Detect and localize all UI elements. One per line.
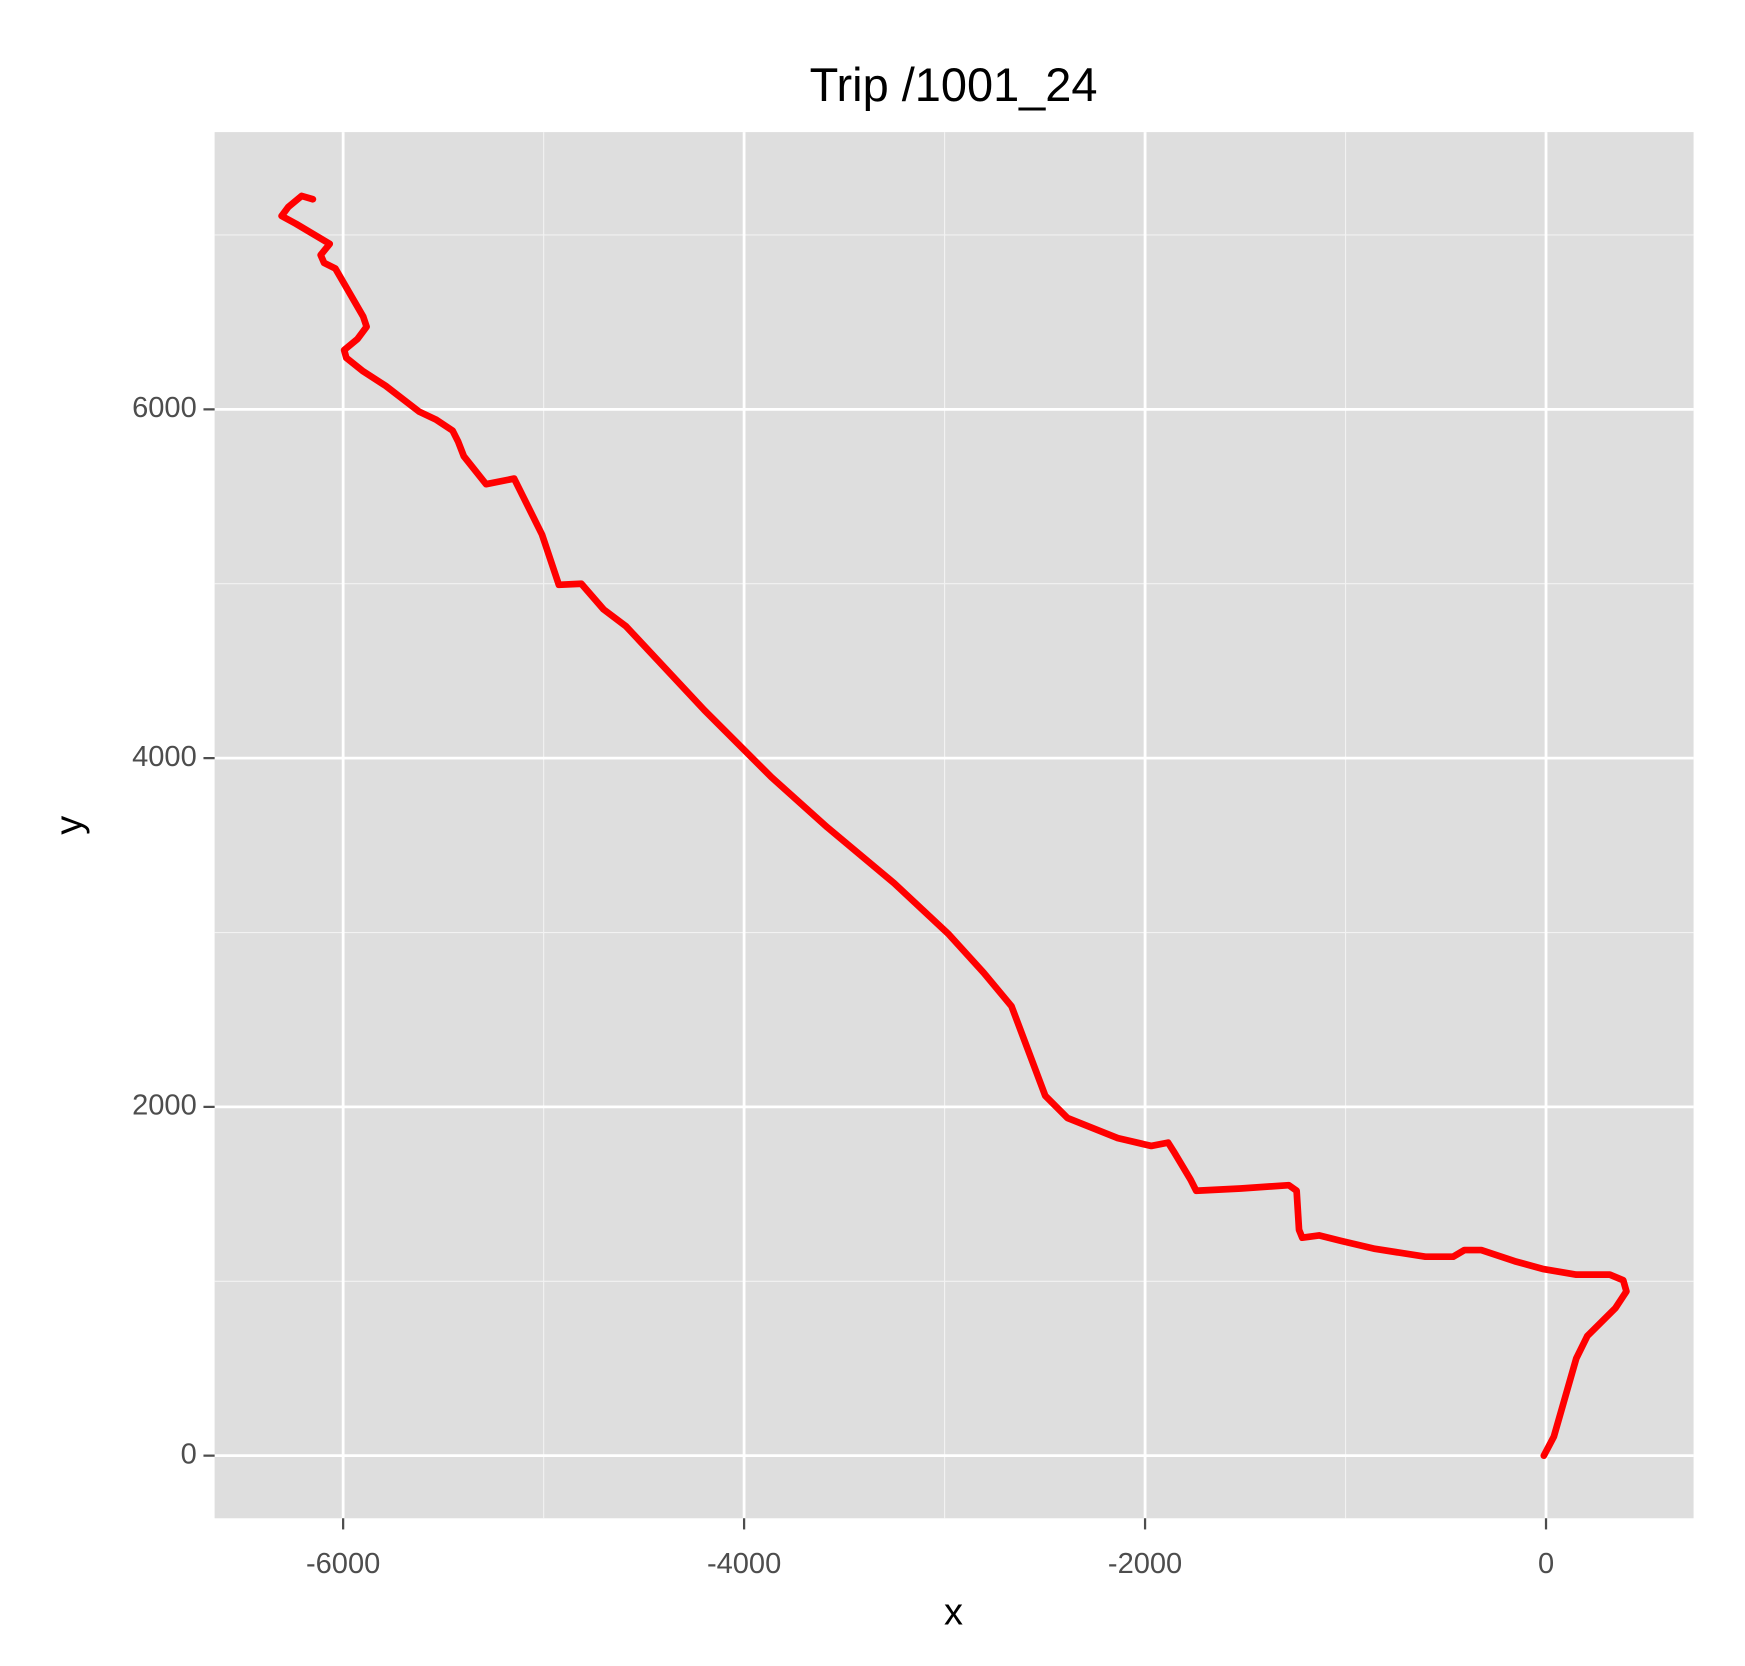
grid xyxy=(214,132,1694,1519)
x-tick-label: -2000 xyxy=(1108,1548,1182,1580)
x-tick-label: -6000 xyxy=(306,1548,380,1580)
chart-title: Trip /1001_24 xyxy=(810,58,1098,111)
x-tick-label: -4000 xyxy=(707,1548,781,1580)
x-axis-label: x xyxy=(944,1591,963,1633)
y-tick-label: 6000 xyxy=(132,392,197,424)
y-tick-label: 4000 xyxy=(132,741,197,773)
panel xyxy=(214,132,1694,1519)
x-tick-label: 0 xyxy=(1538,1548,1554,1580)
y-axis-label: y xyxy=(49,816,91,835)
y-tick-label: 0 xyxy=(181,1438,197,1470)
trip-path xyxy=(278,192,1630,1460)
y-tick-label: 2000 xyxy=(132,1090,197,1122)
axes: -6000 -4000 -2000 0 0 2000 4000 6000 xyxy=(132,392,1554,1580)
marks xyxy=(278,192,1630,1460)
